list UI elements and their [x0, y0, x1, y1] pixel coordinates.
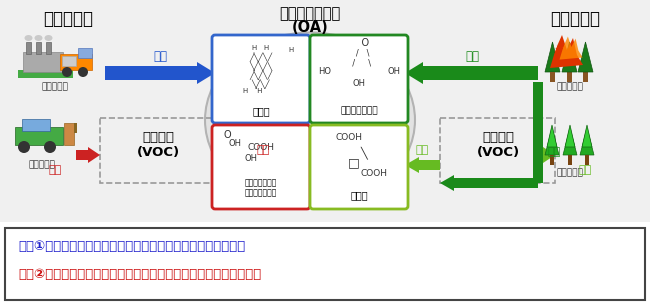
Text: OH: OH	[229, 139, 242, 148]
Polygon shape	[560, 37, 582, 59]
Polygon shape	[547, 125, 557, 147]
Text: 排出: 排出	[548, 147, 561, 157]
Bar	[18, 70, 73, 78]
Polygon shape	[537, 147, 555, 163]
Text: 反応: 反応	[415, 145, 428, 155]
Text: COOH: COOH	[335, 133, 363, 142]
Bar	[440, 118, 555, 183]
Polygon shape	[550, 35, 583, 68]
FancyBboxPatch shape	[310, 125, 408, 209]
Bar	[5, 228, 645, 300]
Bar	[583, 72, 588, 82]
FancyBboxPatch shape	[212, 125, 310, 209]
Text: H   H: H H	[252, 45, 270, 51]
Polygon shape	[580, 128, 594, 155]
Text: 植物発生源: 植物発生源	[550, 10, 600, 28]
Text: /     \: / \	[347, 59, 371, 68]
Polygon shape	[533, 120, 543, 183]
Bar	[0, 0, 650, 222]
Bar	[585, 155, 589, 165]
Bar	[15, 127, 63, 145]
Text: 排出: 排出	[153, 50, 167, 63]
Polygon shape	[545, 128, 559, 155]
FancyBboxPatch shape	[212, 35, 310, 123]
Text: H    H: H H	[243, 88, 263, 94]
Text: 問題①：工場等からの半揮発性有機成分が数値モデルで未考慮: 問題①：工場等からの半揮発性有機成分が数値モデルで未考慮	[18, 241, 245, 253]
Text: O: O	[349, 38, 369, 48]
Text: ╲: ╲	[361, 146, 367, 159]
Text: ピン酸: ピン酸	[350, 190, 368, 200]
Polygon shape	[76, 147, 100, 163]
Polygon shape	[578, 42, 593, 72]
Text: 反応: 反応	[256, 145, 270, 155]
Polygon shape	[565, 125, 575, 147]
Text: ジヒドロキシオ
キソペンタン酸: ジヒドロキシオ キソペンタン酸	[245, 178, 277, 197]
Text: COOH: COOH	[361, 169, 387, 178]
Polygon shape	[563, 128, 577, 155]
Bar	[550, 155, 554, 165]
Text: OH: OH	[352, 79, 365, 88]
Text: レボグルコサン: レボグルコサン	[340, 106, 378, 115]
Circle shape	[62, 67, 72, 77]
Text: 有機ガス
(VOC): 有機ガス (VOC)	[476, 131, 519, 159]
Text: □: □	[348, 156, 360, 169]
Bar	[64, 123, 74, 145]
Text: 有機エアロゾル: 有機エアロゾル	[280, 6, 341, 21]
Circle shape	[78, 67, 88, 77]
Polygon shape	[582, 125, 592, 147]
Text: 有機ガス
(VOC): 有機ガス (VOC)	[136, 131, 179, 159]
Polygon shape	[562, 42, 577, 72]
Polygon shape	[440, 175, 538, 191]
Text: COOH: COOH	[248, 143, 274, 152]
Bar	[568, 155, 572, 165]
Circle shape	[44, 141, 56, 153]
Bar	[100, 118, 215, 183]
Ellipse shape	[205, 33, 415, 207]
Text: (OA): (OA)	[292, 20, 328, 35]
Ellipse shape	[25, 35, 32, 41]
Bar	[60, 54, 92, 70]
Ellipse shape	[34, 35, 42, 41]
Text: 燃焼発生源: 燃焼発生源	[556, 82, 584, 91]
Text: 人為発生源: 人為発生源	[43, 10, 93, 28]
Text: 排出: 排出	[465, 50, 479, 63]
Polygon shape	[405, 157, 440, 173]
Text: 蒸発発生源: 蒸発発生源	[556, 168, 584, 177]
Text: 問題②：人為蒸発発生源起源の有機マーカーの指標性評価が不十分: 問題②：人為蒸発発生源起源の有機マーカーの指標性評価が不十分	[18, 267, 261, 281]
Text: ╲╱╲╱╲: ╲╱╲╱╲	[250, 62, 272, 71]
Text: ╲╱╲╱: ╲╱╲╱	[252, 80, 270, 89]
Text: O: O	[223, 130, 231, 140]
Ellipse shape	[44, 35, 53, 41]
Bar	[550, 72, 555, 82]
Text: OH: OH	[244, 154, 257, 163]
Polygon shape	[105, 62, 215, 84]
Text: HO: HO	[318, 67, 331, 76]
Polygon shape	[533, 82, 543, 120]
Text: 排出: 排出	[578, 165, 592, 175]
Text: OH: OH	[387, 67, 400, 76]
Polygon shape	[215, 157, 310, 173]
Bar	[26, 42, 31, 54]
Bar	[62, 56, 76, 66]
Bar	[46, 42, 51, 54]
Polygon shape	[405, 62, 538, 84]
Text: /   \: / \	[348, 49, 370, 58]
Text: ╱╲╱╲╱: ╱╲╱╲╱	[250, 53, 272, 62]
FancyBboxPatch shape	[310, 35, 408, 123]
Text: 排出: 排出	[48, 165, 62, 175]
Bar	[74, 123, 77, 133]
Text: H: H	[289, 47, 294, 53]
Text: 蒸発発生源: 蒸発発生源	[29, 160, 55, 169]
Bar	[567, 72, 572, 82]
Text: ╱╲╱╲╱: ╱╲╱╲╱	[250, 71, 272, 80]
Bar	[23, 52, 63, 72]
Circle shape	[18, 141, 30, 153]
Bar	[22, 119, 50, 131]
Bar	[36, 42, 41, 54]
Text: ホパン: ホパン	[252, 106, 270, 116]
Polygon shape	[545, 42, 560, 72]
Bar	[78, 48, 92, 58]
Text: 燃焼発生源: 燃焼発生源	[42, 82, 68, 91]
